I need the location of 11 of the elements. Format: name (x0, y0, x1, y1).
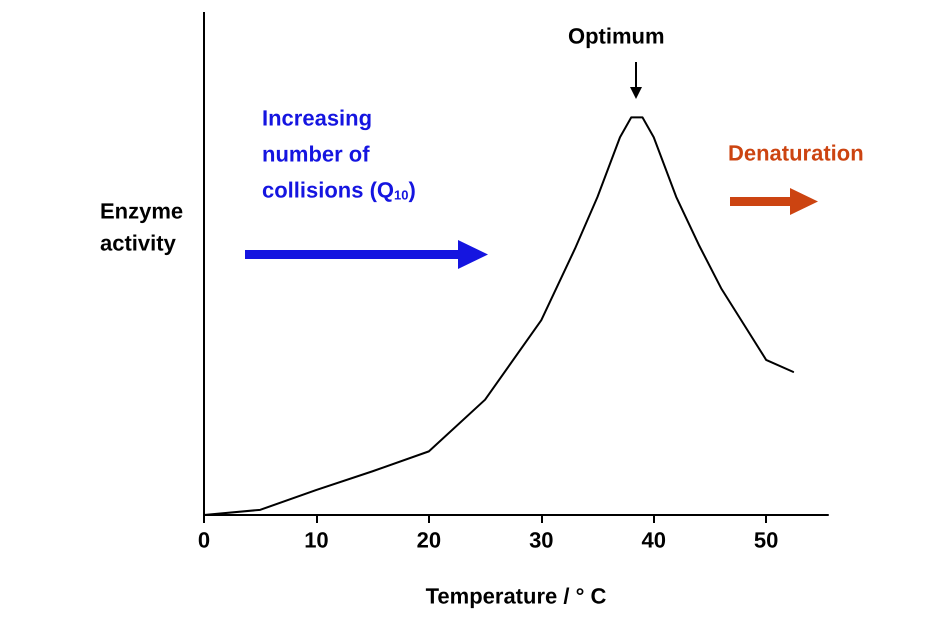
text: Optimum (568, 24, 665, 48)
x-tick-label: 10 (304, 528, 329, 552)
x-tick-label: 0 (198, 528, 210, 552)
annotation: Increasing number of collisions (Q10) (262, 106, 416, 202)
annotation: Denaturation (728, 140, 864, 166)
x-tick-label: 40 (641, 528, 666, 552)
x-tick-label: 50 (754, 528, 778, 552)
x-axis-title: Temperature / ° C (426, 584, 606, 608)
x-tick-label: 30 (529, 528, 554, 552)
y-axis-title: Enzyme activity (100, 198, 190, 256)
x-tick-label: 20 (416, 528, 442, 552)
